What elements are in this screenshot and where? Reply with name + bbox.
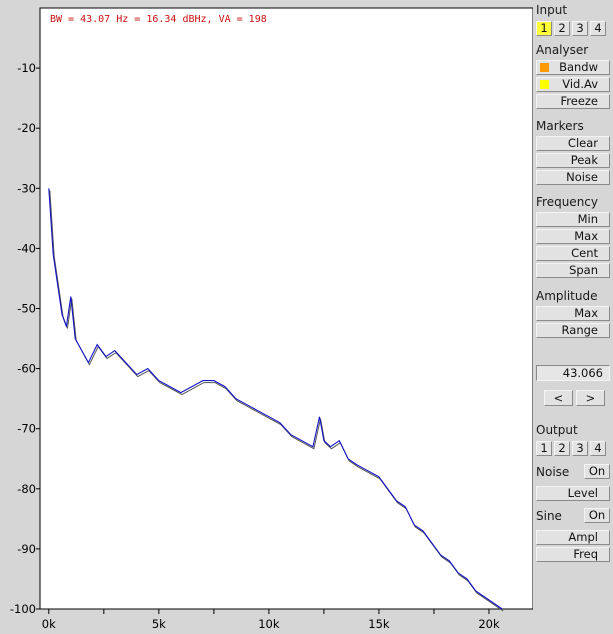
amplitude-max-button[interactable]: Max — [536, 306, 610, 321]
noise-output-label: Noise — [536, 465, 570, 479]
input-channel-2-button[interactable]: 2 — [554, 21, 570, 36]
peak-button[interactable]: Peak — [536, 153, 610, 168]
input-label: Input — [536, 3, 568, 17]
x-tick-label: 5k — [152, 617, 166, 631]
y-tick-label: -30 — [17, 181, 36, 195]
output-channel-2-button[interactable]: 2 — [554, 441, 570, 456]
input-channel-3-button[interactable]: 3 — [572, 21, 588, 36]
y-tick-label: -40 — [17, 241, 36, 255]
y-tick-label: -100 — [10, 602, 36, 616]
sine-ampl-button[interactable]: Ampl — [536, 530, 610, 545]
control-panel: Input 1 2 3 4 Analyser Bandw Vid.Av Free… — [533, 0, 613, 634]
noise-level-button[interactable]: Level — [536, 486, 610, 501]
y-tick-label: -10 — [17, 61, 36, 75]
x-tick-label: 20k — [478, 617, 500, 631]
y-tick-label: -70 — [17, 422, 36, 436]
markers-label: Markers — [536, 119, 584, 133]
frequency-label: Frequency — [536, 195, 598, 209]
bandw-label: Bandw — [559, 60, 598, 74]
output-label: Output — [536, 423, 578, 437]
sine-freq-button[interactable]: Freq — [536, 547, 610, 562]
noise-on-button[interactable]: On — [584, 464, 610, 479]
x-tick-label: 10k — [258, 617, 280, 631]
x-axis: 0k 5k 10k 15k 20k — [42, 609, 500, 631]
y-tick-label: -50 — [17, 302, 36, 316]
series-line — [48, 188, 503, 610]
clear-button[interactable]: Clear — [536, 136, 610, 151]
y-tick-label: -90 — [17, 542, 36, 556]
output-channel-1-button[interactable]: 1 — [536, 441, 552, 456]
series-layer — [48, 188, 504, 612]
vidav-indicator-icon — [540, 80, 549, 89]
chart-title: BW = 43.07 Hz = 16.34 dBHz, VA = 198 — [50, 14, 267, 25]
input-channel-1-button[interactable]: 1 — [536, 21, 552, 36]
y-tick-label: -60 — [17, 362, 36, 376]
vidav-button[interactable]: Vid.Av — [536, 77, 610, 92]
spectrum-plot[interactable]: -10 -20 -30 -40 -50 -60 -70 -80 -90 -100 0k 5k 10k 1… — [0, 0, 533, 634]
amplitude-label: Amplitude — [536, 289, 598, 303]
frequency-cent-button[interactable]: Cent — [536, 246, 610, 261]
input-channel-4-button[interactable]: 4 — [590, 21, 606, 36]
frequency-max-button[interactable]: Max — [536, 229, 610, 244]
vidav-label: Vid.Av — [562, 77, 598, 91]
amplitude-range-button[interactable]: Range — [536, 323, 610, 338]
bandw-indicator-icon — [540, 63, 549, 72]
x-tick-label: 0k — [42, 617, 56, 631]
sine-label: Sine — [536, 509, 562, 523]
frequency-span-button[interactable]: Span — [536, 263, 610, 278]
noise-marker-button[interactable]: Noise — [536, 170, 610, 185]
bandw-button[interactable]: Bandw — [536, 60, 610, 75]
increment-button[interactable]: > — [576, 390, 605, 406]
value-field[interactable]: 43.066 — [536, 365, 610, 381]
y-tick-label: -80 — [17, 482, 36, 496]
output-channel-4-button[interactable]: 4 — [590, 441, 606, 456]
frequency-min-button[interactable]: Min — [536, 212, 610, 227]
y-tick-label: -20 — [17, 121, 36, 135]
y-axis: -10 -20 -30 -40 -50 -60 -70 -80 -90 -100 — [10, 61, 40, 616]
output-channel-3-button[interactable]: 3 — [572, 441, 588, 456]
plot-area[interactable] — [39, 7, 533, 610]
freeze-button[interactable]: Freeze — [536, 94, 610, 109]
x-tick-label: 15k — [368, 617, 390, 631]
decrement-button[interactable]: < — [544, 390, 573, 406]
sine-on-button[interactable]: On — [584, 508, 610, 523]
analyser-label: Analyser — [536, 43, 589, 57]
